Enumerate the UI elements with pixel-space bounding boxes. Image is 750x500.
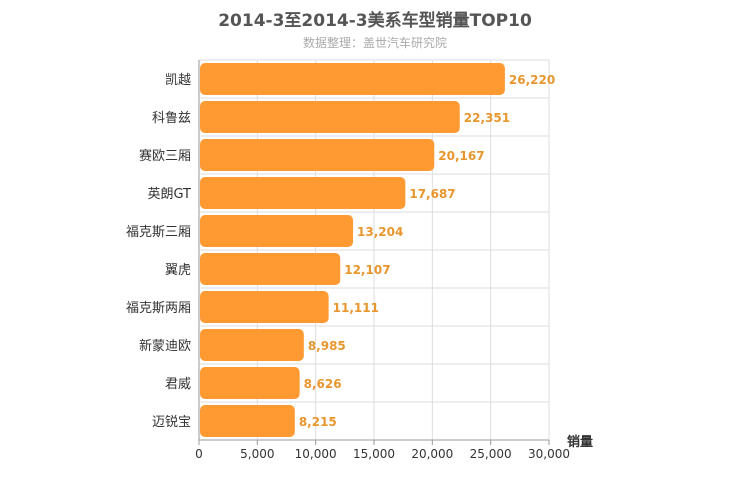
data-label: 8,215 [299,415,337,429]
chart-title: 2014-3至2014-3美系车型销量TOP10 [218,11,532,31]
x-tick-label: 20,000 [411,447,453,461]
category-label: 新蒙迪欧 [139,338,191,354]
bar [200,329,304,361]
category-label: 赛欧三厢 [139,148,191,164]
x-tick-label: 10,000 [295,447,337,461]
data-label: 13,204 [357,225,403,239]
data-label: 22,351 [464,111,510,125]
category-label: 迈锐宝 [152,415,191,430]
data-label: 12,107 [344,263,390,277]
bar [200,101,460,133]
x-tick-label: 25,000 [470,447,512,461]
bar [200,405,295,437]
data-label: 26,220 [509,73,555,87]
x-tick-label: 15,000 [353,447,395,461]
category-label: 福克斯三厢 [126,225,191,240]
bar [200,177,406,209]
category-label: 凯越 [165,73,191,88]
chart-subtitle: 数据整理：盖世汽车研究院 [302,36,447,50]
category-label: 翼虎 [165,263,191,278]
bar [200,367,300,399]
bar [200,253,341,285]
bar [200,215,354,247]
bar [200,291,329,323]
data-label: 8,626 [304,377,342,391]
category-label: 科鲁兹 [152,111,191,126]
category-label: 福克斯两厢 [126,301,191,316]
data-label: 11,111 [333,301,379,315]
x-tick-label: 30,000 [528,447,570,461]
x-tick-label: 5,000 [240,447,274,461]
bar [200,139,435,171]
bar [200,63,505,95]
x-tick-label: 0 [195,447,203,461]
data-label: 17,687 [409,187,455,201]
data-label: 20,167 [438,149,484,163]
category-label: 君威 [165,377,191,392]
data-label: 8,985 [308,339,346,353]
category-label: 英朗GT [147,187,191,202]
x-axis-title: 销量 [567,434,593,450]
